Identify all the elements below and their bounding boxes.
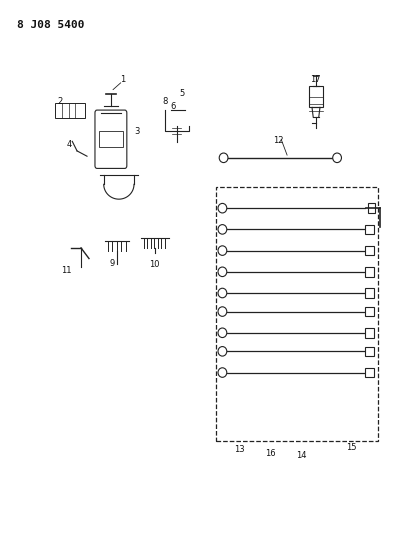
Text: 10: 10 (150, 261, 160, 269)
Ellipse shape (333, 153, 342, 163)
Ellipse shape (218, 307, 227, 317)
Text: 8 J08 5400: 8 J08 5400 (17, 20, 85, 30)
Ellipse shape (218, 346, 227, 356)
Bar (365, 346, 374, 356)
Text: 16: 16 (265, 449, 275, 458)
Text: 5: 5 (179, 88, 184, 98)
Bar (365, 307, 374, 317)
Bar (365, 288, 374, 298)
Text: 11: 11 (61, 266, 71, 274)
Text: 3: 3 (134, 127, 140, 136)
Ellipse shape (218, 246, 227, 255)
Ellipse shape (219, 153, 228, 163)
Bar (309, 86, 323, 108)
Ellipse shape (218, 204, 227, 213)
Text: 13: 13 (234, 445, 245, 454)
Ellipse shape (218, 328, 227, 337)
Bar (99, 131, 123, 147)
Bar (365, 267, 374, 277)
Bar (365, 328, 374, 337)
Text: 15: 15 (346, 443, 357, 453)
Bar (365, 368, 374, 377)
Bar (365, 224, 374, 234)
Ellipse shape (218, 368, 227, 377)
Ellipse shape (218, 288, 227, 298)
Bar (55, 103, 85, 118)
Text: 8: 8 (162, 96, 167, 106)
Bar (365, 246, 374, 255)
Text: 12: 12 (273, 136, 284, 145)
Bar (217, 187, 378, 441)
Text: 2: 2 (58, 96, 63, 106)
Text: 17: 17 (310, 75, 320, 84)
Bar (368, 204, 375, 213)
Text: 1: 1 (120, 75, 126, 84)
Text: 4: 4 (67, 140, 72, 149)
Ellipse shape (218, 224, 227, 234)
Text: 14: 14 (296, 451, 307, 461)
FancyBboxPatch shape (95, 110, 127, 168)
Ellipse shape (218, 267, 227, 277)
Text: 9: 9 (109, 260, 115, 268)
Text: 6: 6 (170, 102, 175, 111)
